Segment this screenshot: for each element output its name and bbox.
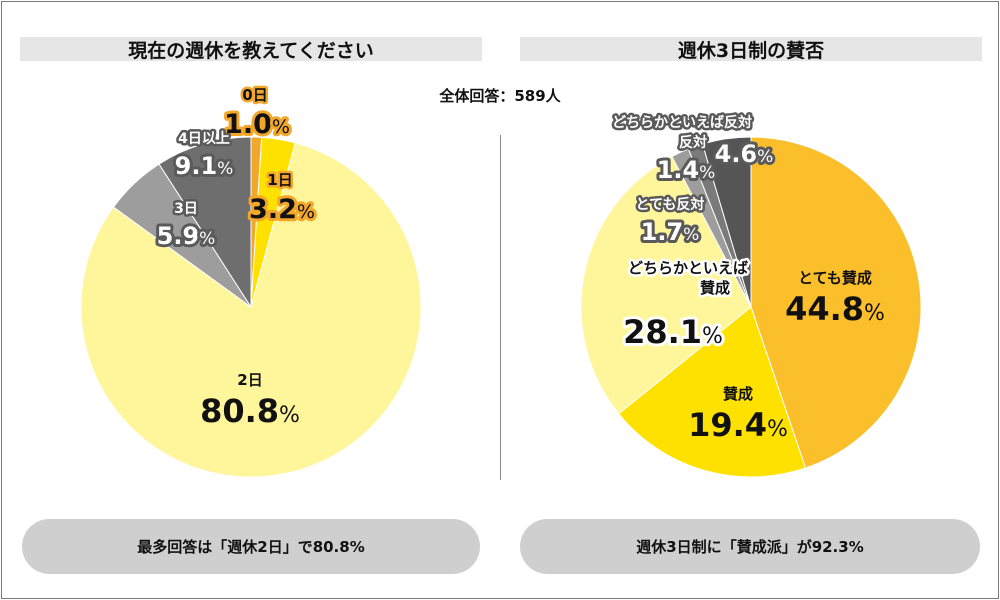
pie1-label-2-name: 1日 bbox=[267, 171, 292, 189]
pie1-label-1-value: 1.0% bbox=[224, 109, 290, 140]
pie2-label-1-value: 44.8% bbox=[785, 290, 885, 328]
pie1-slice-3 bbox=[80, 142, 422, 478]
pie2-label-5-value: 1.4% bbox=[657, 156, 716, 184]
pie1-label-4-name: 3日 bbox=[174, 201, 198, 217]
right-summary-pill: 週休3日制に「賛成派」が92.3% bbox=[520, 519, 980, 574]
left-chart-title: 現在の週休を教えてください bbox=[20, 37, 482, 62]
pie1-label-1-name: 0日 bbox=[242, 86, 267, 104]
pie2-label-4-value: 1.7% bbox=[641, 218, 700, 246]
pie-chart-2 bbox=[580, 136, 922, 478]
total-respondents: 全体回答：589人 bbox=[439, 87, 561, 105]
pie2-label-6-value: 4.6% bbox=[715, 140, 774, 168]
pie2-slice-6 bbox=[701, 136, 752, 308]
pie2-slice-2 bbox=[617, 306, 807, 478]
pie2-label-1-name: とても賛成 bbox=[798, 269, 872, 287]
pie2-label-3-name-1: どちらかといえば bbox=[628, 259, 748, 277]
pie2-label-2-name: 賛成 bbox=[723, 385, 753, 403]
pie1-slice-5 bbox=[158, 136, 252, 309]
pie2-slice-3 bbox=[580, 155, 752, 415]
pie2-label-3-value: 28.1% bbox=[623, 313, 723, 351]
pie-chart-1 bbox=[80, 136, 422, 478]
pie1-label-3-value: 80.8% bbox=[200, 392, 300, 430]
pie1-label-5-name: 4日以上 bbox=[178, 131, 230, 147]
pie2-label-5-name: 反対 bbox=[679, 134, 707, 151]
pie1-label-5-value: 9.1% bbox=[175, 152, 234, 180]
pie1-label-3-name: 2日 bbox=[237, 371, 262, 389]
pie2-label-4-name: とても反対 bbox=[636, 196, 705, 213]
pie2-slice-1 bbox=[750, 136, 922, 469]
pie1-label-2-value: 3.2% bbox=[249, 194, 315, 225]
pie2-label-6-name: どちらかといえば反対 bbox=[612, 114, 752, 131]
pie2-label-3-name-2: 賛成 bbox=[700, 279, 730, 297]
left-summary-pill: 最多回答は「週休2日」で80.8% bbox=[22, 519, 480, 574]
center-divider bbox=[500, 135, 501, 480]
pie2-label-2-value: 19.4% bbox=[688, 406, 788, 444]
pie1-label-4-value: 5.9% bbox=[157, 222, 216, 250]
right-chart-title: 週休3日制の賛否 bbox=[520, 37, 982, 62]
